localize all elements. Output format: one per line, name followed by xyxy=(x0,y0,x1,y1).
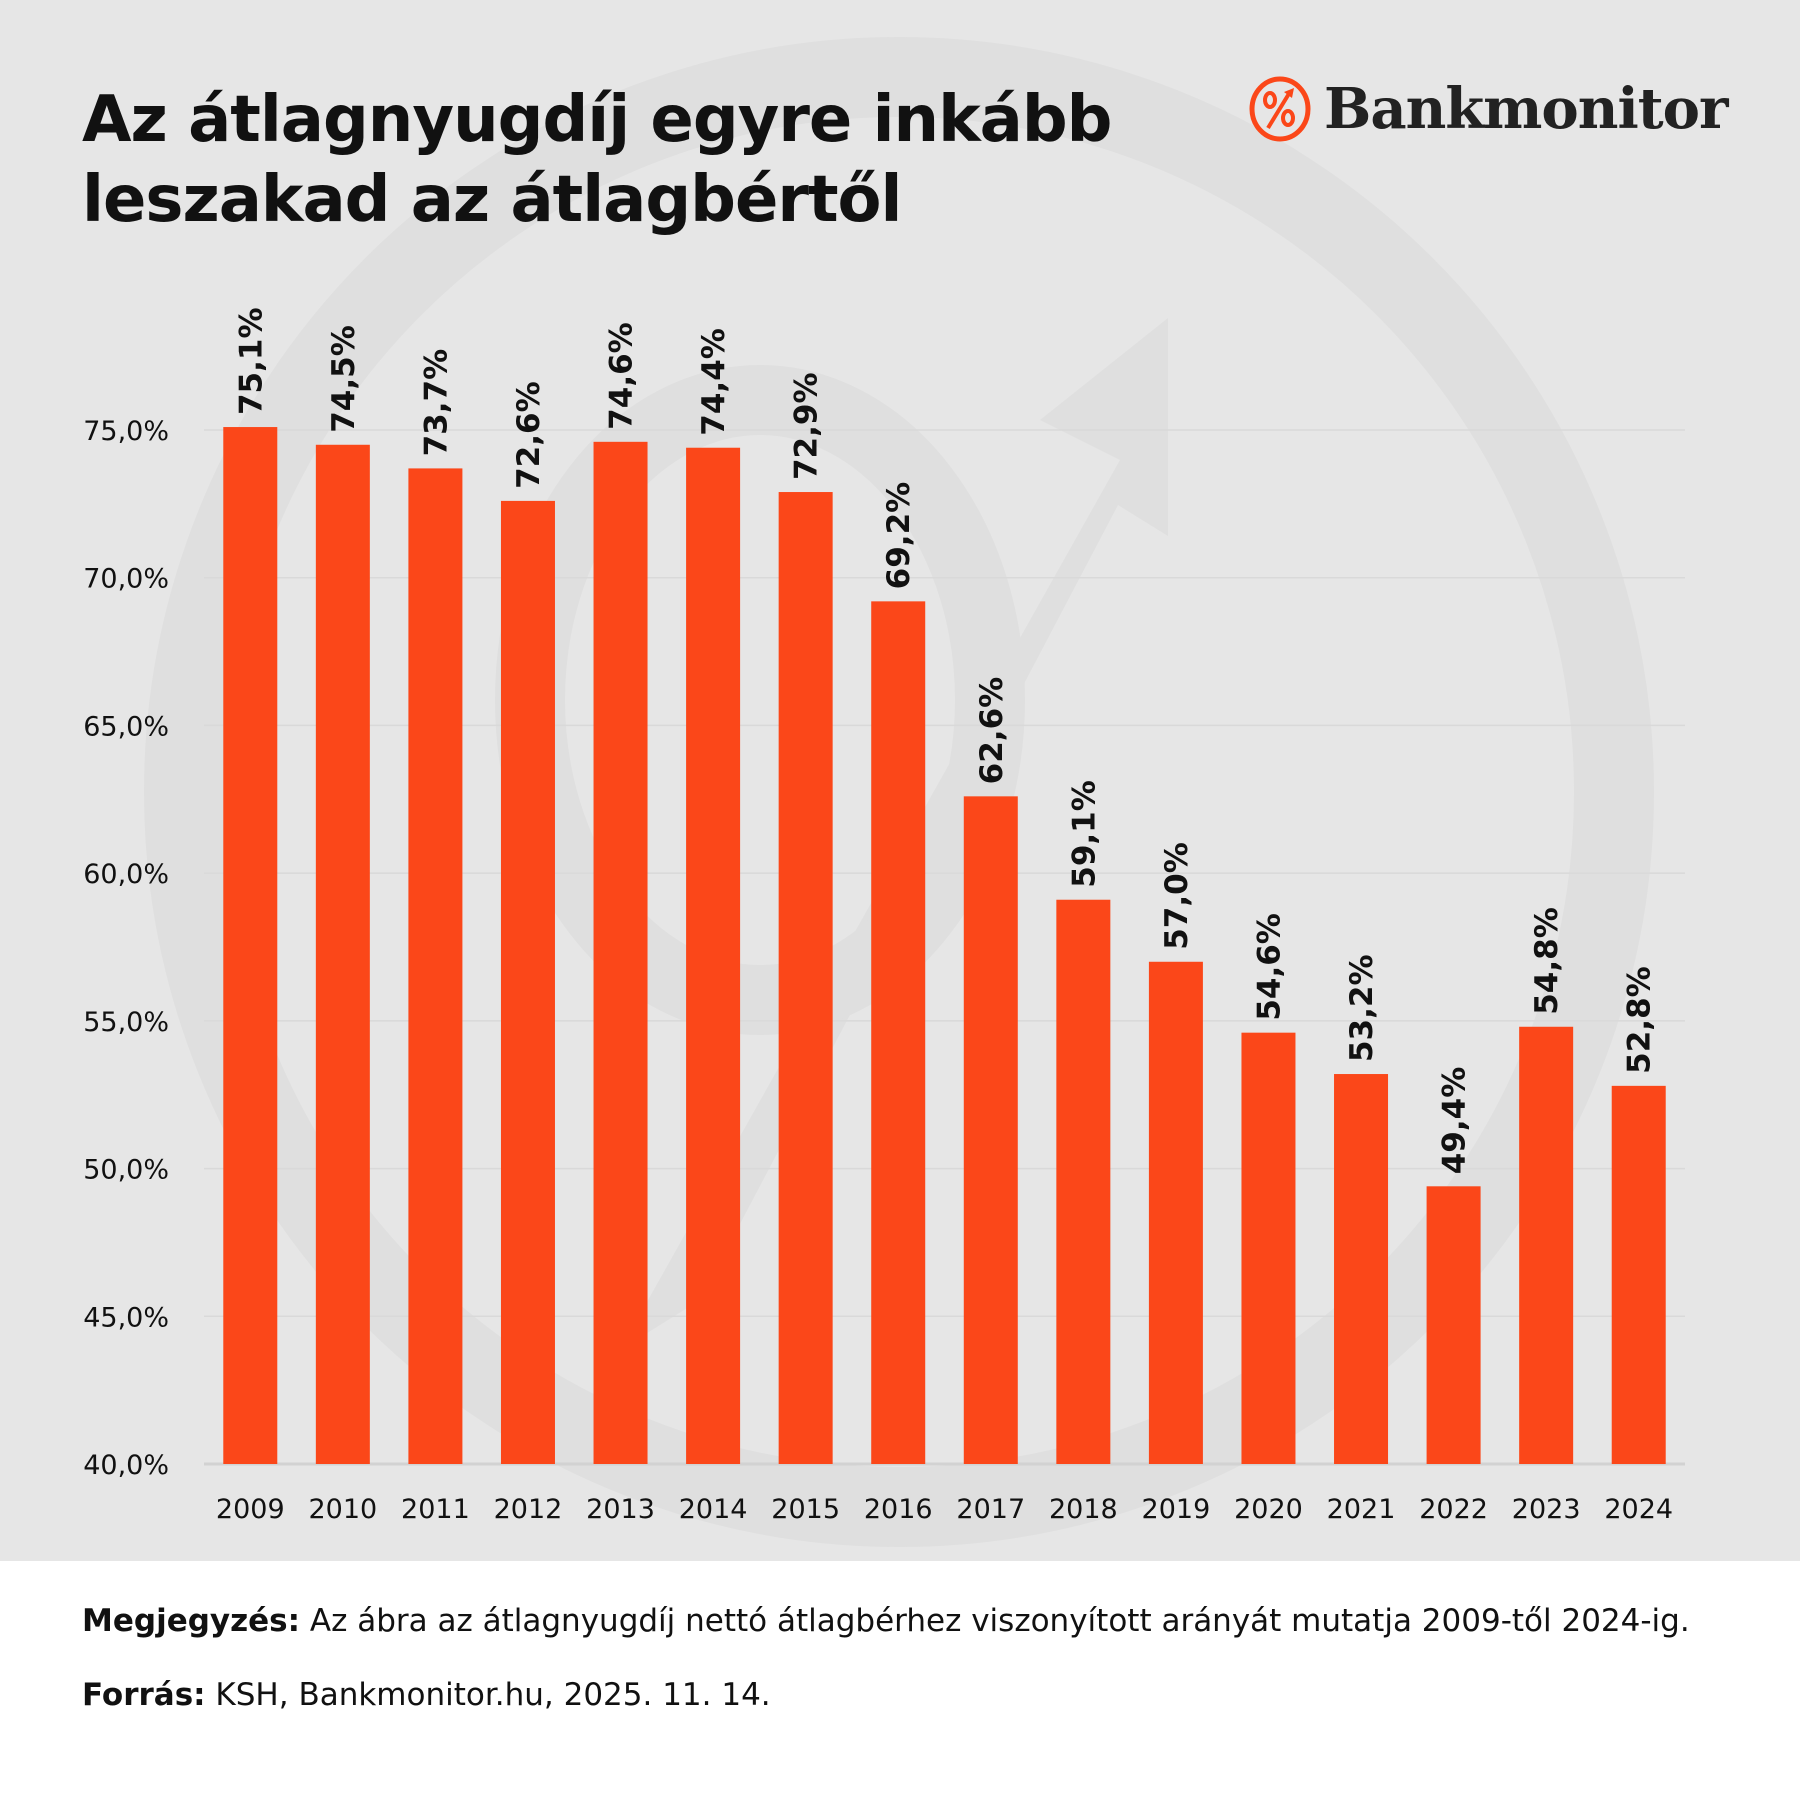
data-label: 74,6% xyxy=(604,322,640,430)
x-tick-label: 2013 xyxy=(586,1494,655,1525)
x-tick-label: 2015 xyxy=(771,1494,840,1525)
bar xyxy=(1241,1032,1296,1464)
data-label: 54,6% xyxy=(1251,913,1287,1021)
data-label: 59,1% xyxy=(1066,780,1102,888)
x-tick-label: 2014 xyxy=(679,1494,748,1525)
title-line-2: leszakad az átlagbértől xyxy=(82,163,902,237)
x-tick-label: 2022 xyxy=(1419,1494,1488,1525)
x-tick-label: 2019 xyxy=(1142,1494,1211,1525)
y-tick-label: 65,0% xyxy=(83,711,169,742)
data-label: 72,9% xyxy=(789,372,825,480)
bar-chart: 40,0% 45,0% 50,0% 55,0% 60,0% 65,0% 70,0% 75,0%… xyxy=(83,307,1685,1525)
data-label: 74,5% xyxy=(326,325,362,433)
y-tick-label: 50,0% xyxy=(83,1155,169,1186)
bar xyxy=(315,444,370,1464)
data-label: 52,8% xyxy=(1622,966,1658,1074)
x-tick-label: 2011 xyxy=(401,1494,470,1525)
logo-text: Bankmonitor xyxy=(1324,76,1728,142)
x-tick-label: 2010 xyxy=(308,1494,377,1525)
bar xyxy=(1334,1074,1389,1464)
x-tick-label: 2018 xyxy=(1049,1494,1118,1525)
bar xyxy=(1519,1026,1574,1464)
bar xyxy=(1611,1085,1666,1464)
chart-panel: Az átlagnyugdíj egyre inkább leszakad az… xyxy=(0,0,1800,1561)
bar xyxy=(871,601,926,1464)
data-label: 54,8% xyxy=(1529,907,1565,1015)
y-tick-label: 75,0% xyxy=(83,416,169,447)
x-tick-label: 2009 xyxy=(216,1494,285,1525)
data-label: 75,1% xyxy=(233,307,269,415)
bar xyxy=(500,500,555,1465)
x-tick-label: 2016 xyxy=(864,1494,933,1525)
x-tick-label: 2023 xyxy=(1512,1494,1581,1525)
data-label: 53,2% xyxy=(1344,954,1380,1062)
bankmonitor-logo: Bankmonitor xyxy=(1248,76,1728,142)
y-tick-label: 55,0% xyxy=(83,1007,169,1038)
data-label: 62,6% xyxy=(974,677,1010,785)
note: Megjegyzés: Az ábra az átlagnyugdíj nett… xyxy=(82,1598,1732,1644)
bar xyxy=(686,447,741,1464)
source-label: Forrás: xyxy=(82,1677,206,1713)
note-text: Az ábra az átlagnyugdíj nettó átlagbérhe… xyxy=(300,1603,1690,1639)
y-tick-label: 45,0% xyxy=(83,1302,169,1333)
bar xyxy=(593,441,648,1464)
x-tick-label: 2017 xyxy=(956,1494,1025,1525)
y-tick-label: 40,0% xyxy=(83,1450,169,1481)
title-line-1: Az átlagnyugdíj egyre inkább xyxy=(82,83,1112,157)
page-title: Az átlagnyugdíj egyre inkább leszakad az… xyxy=(82,80,1112,240)
bar xyxy=(408,468,463,1464)
bar xyxy=(1148,961,1203,1464)
bar xyxy=(223,427,278,1465)
percent-arrow-logo-icon xyxy=(1249,76,1311,142)
bar xyxy=(1056,899,1111,1464)
x-tick-label: 2021 xyxy=(1327,1494,1396,1525)
data-label: 72,6% xyxy=(511,381,547,489)
source-text: KSH, Bankmonitor.hu, 2025. 11. 14. xyxy=(205,1677,771,1713)
bar xyxy=(963,796,1018,1464)
data-label: 73,7% xyxy=(418,349,454,457)
bar xyxy=(1426,1186,1481,1464)
x-tick-label: 2020 xyxy=(1234,1494,1303,1525)
data-label: 57,0% xyxy=(1159,842,1195,950)
data-label: 69,2% xyxy=(881,482,917,590)
data-label: 74,4% xyxy=(696,328,732,436)
x-tick-label: 2024 xyxy=(1604,1494,1673,1525)
data-label: 49,4% xyxy=(1437,1067,1473,1175)
source: Forrás: KSH, Bankmonitor.hu, 2025. 11. 1… xyxy=(82,1672,1732,1718)
y-tick-label: 70,0% xyxy=(83,564,169,595)
x-tick-label: 2012 xyxy=(494,1494,563,1525)
y-tick-label: 60,0% xyxy=(83,859,169,890)
note-label: Megjegyzés: xyxy=(82,1603,301,1639)
bar xyxy=(778,492,833,1464)
notes: Megjegyzés: Az ábra az átlagnyugdíj nett… xyxy=(82,1598,1732,1746)
